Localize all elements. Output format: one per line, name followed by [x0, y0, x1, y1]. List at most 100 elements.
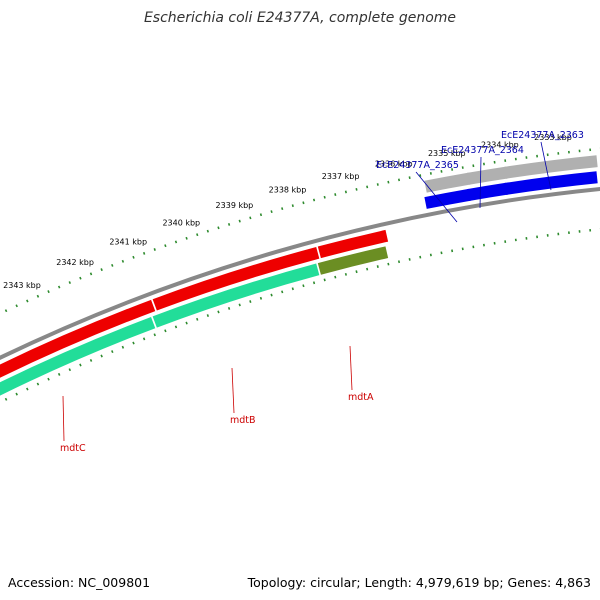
outer-tick — [366, 185, 369, 189]
inner-tick — [270, 293, 273, 297]
inner-tick — [291, 287, 294, 291]
gene-label: EcE24377A_2364 — [441, 145, 524, 156]
outer-tick — [132, 255, 135, 259]
gene-label: EcE24377A_2365 — [376, 160, 459, 171]
inner-tick — [121, 345, 125, 349]
inner-tick — [323, 278, 326, 282]
inner-tick — [376, 265, 379, 268]
forward-cds — [424, 188, 471, 209]
feature-tracks — [0, 155, 600, 396]
scale-label: 2343 kbp — [3, 281, 41, 290]
gene-label: mdtA — [348, 392, 374, 403]
forward-cds — [504, 171, 598, 195]
outer-tick-ring — [4, 147, 600, 313]
inner-tick — [206, 314, 210, 318]
backbone-arc — [0, 187, 600, 361]
outer-tick — [79, 276, 82, 280]
gene-leader-line — [62, 395, 65, 442]
inner-tick — [312, 281, 316, 285]
inner-tick — [419, 255, 422, 259]
outer-tick — [4, 309, 8, 313]
outer-tick — [270, 210, 273, 214]
forward-gene — [424, 172, 471, 193]
scale-label: 2337 kbp — [322, 172, 360, 181]
reverse-gene — [152, 263, 320, 328]
outer-tick — [376, 183, 379, 186]
reverse-cds — [152, 246, 320, 311]
outer-tick — [111, 263, 114, 267]
outer-tick — [68, 281, 72, 285]
outer-tick — [259, 213, 263, 217]
inner-tick — [89, 358, 93, 362]
reverse-gene — [317, 246, 389, 275]
outer-tick — [397, 178, 401, 182]
inner-tick — [366, 267, 369, 271]
inner-tick — [185, 321, 188, 325]
scale-label: 2335 kbp — [428, 149, 466, 158]
scale-label: 2342 kbp — [56, 258, 94, 267]
inner-tick — [227, 307, 231, 310]
map-title: Escherichia coli E24377A, complete genom… — [143, 10, 457, 26]
outer-tick — [387, 180, 390, 184]
outer-tick — [142, 251, 146, 255]
forward-gene — [504, 155, 598, 179]
outer-tick — [153, 248, 156, 251]
forward-cds — [467, 182, 508, 201]
inner-tick — [397, 260, 401, 264]
outer-tick — [249, 216, 252, 220]
outer-tick — [334, 193, 337, 196]
inner-tick — [387, 262, 390, 266]
inner-tick — [238, 303, 241, 307]
outer-tick — [408, 176, 411, 180]
inner-tick — [164, 329, 167, 333]
inner-tick — [344, 272, 347, 276]
gene-leader-line — [415, 171, 458, 223]
scale-label: 2338 kbp — [269, 186, 307, 195]
reverse-gene — [0, 316, 156, 396]
inner-tick — [302, 284, 305, 288]
gene-label: EcE24377A_2363 — [501, 130, 584, 141]
inner-tick — [408, 258, 411, 261]
inner-tick — [36, 382, 40, 386]
outer-tick — [47, 290, 50, 294]
genome-summary: Topology: circular; Length: 4,979,619 bp… — [247, 575, 591, 590]
outer-tick — [227, 222, 231, 226]
gene-label: mdtC — [60, 443, 86, 454]
gene-label: mdtB — [230, 415, 256, 426]
outer-tick — [291, 204, 294, 208]
outer-tick — [185, 236, 188, 240]
scale-label: 2336 kbp — [375, 160, 413, 169]
scale-label: 2341 kbp — [109, 237, 147, 246]
outer-tick — [323, 195, 326, 199]
scale-label: 2334 kbp — [481, 140, 519, 149]
outer-tick — [344, 190, 347, 194]
scale-labels: 2343 kbp 2342 kbp 2341 kbp 2340 kbp 2339 kbp… — [3, 133, 572, 290]
outer-tick — [196, 233, 199, 237]
inner-tick — [153, 333, 156, 337]
gene-leader-line — [349, 345, 353, 391]
outer-tick — [217, 226, 220, 230]
accession-label: Accession: NC_009801 — [8, 575, 151, 590]
outer-tick — [57, 285, 61, 289]
inner-tick — [57, 372, 61, 376]
scale-label: 2339 kbp — [216, 201, 254, 210]
inner-tick — [100, 354, 103, 358]
inner-tick — [196, 317, 199, 321]
scale-label: 2340 kbp — [162, 218, 200, 227]
outer-tick — [36, 294, 40, 298]
gene-leader-line — [231, 367, 235, 414]
outer-tick — [26, 299, 29, 303]
forward-gene — [467, 166, 508, 185]
inner-tick — [15, 392, 18, 396]
outer-tick — [121, 259, 125, 263]
gene-leader-line — [540, 141, 552, 191]
scale-label: 2333 kbp — [534, 133, 572, 142]
inner-tick — [142, 337, 146, 341]
outer-tick — [355, 187, 358, 191]
inner-tick — [281, 290, 284, 294]
inner-tick — [217, 310, 220, 314]
outer-tick — [100, 268, 103, 272]
outer-tick — [238, 219, 241, 223]
inner-tick — [259, 296, 263, 300]
